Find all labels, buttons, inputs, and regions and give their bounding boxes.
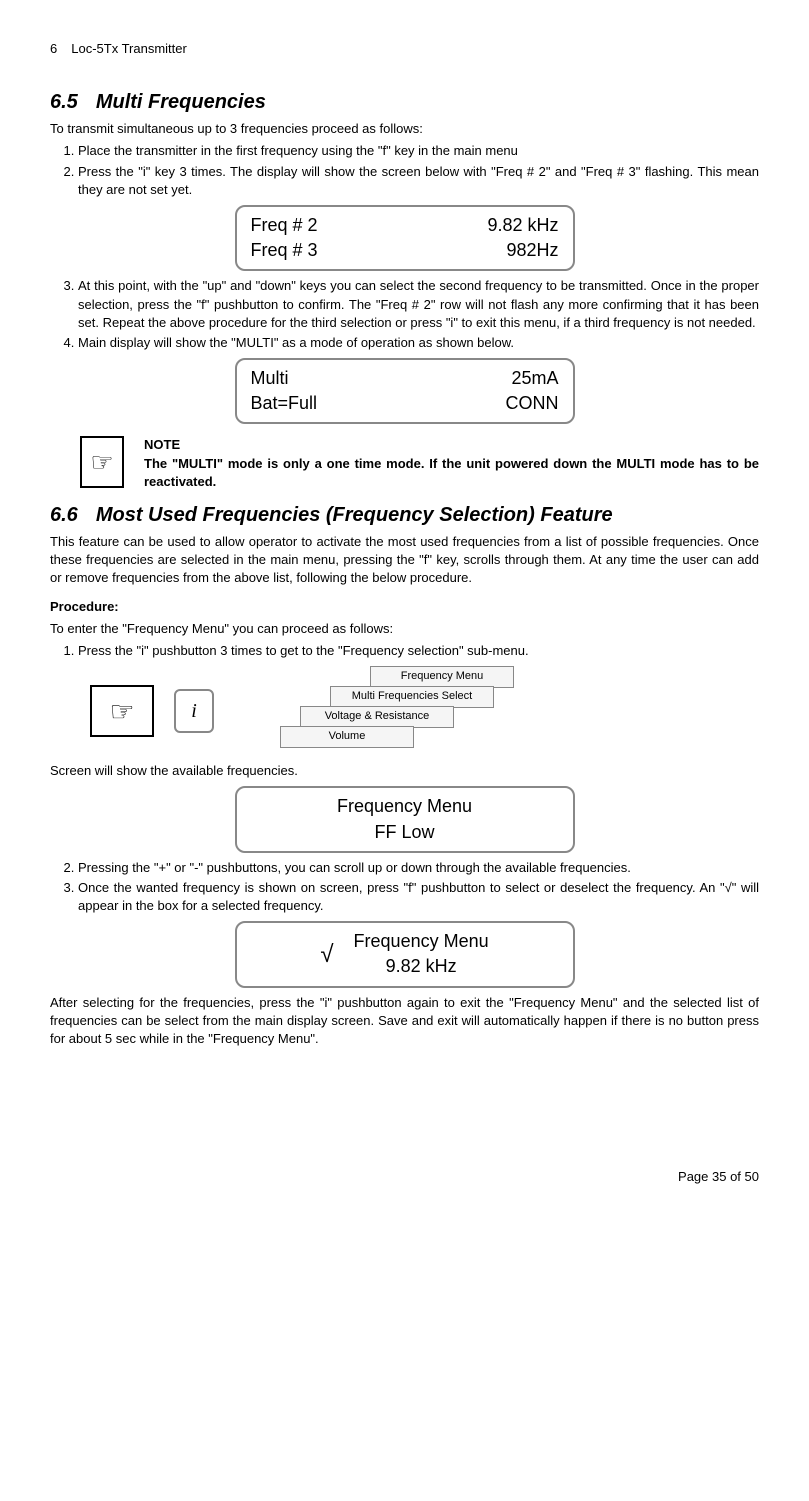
- list-item: Press the "i" pushbutton 3 times to get …: [78, 642, 759, 660]
- section-6-5-heading: 6.5 Multi Frequencies: [50, 88, 759, 116]
- after-menu-text: Screen will show the available frequenci…: [50, 762, 759, 780]
- lcd-text: Freq # 2: [251, 213, 318, 238]
- lcd-text: 25mA: [511, 366, 558, 391]
- list-item: Main display will show the "MULTI" as a …: [78, 334, 759, 352]
- procedure-list-2: Press the "i" pushbutton 3 times to get …: [50, 642, 759, 660]
- lcd-text: FF Low: [251, 820, 559, 845]
- section-6-6-heading: 6.6 Most Used Frequencies (Frequency Sele…: [50, 501, 759, 529]
- page-footer: Page 35 of 50: [50, 1168, 759, 1186]
- chapter-number: 6: [50, 40, 57, 58]
- section-para: This feature can be used to allow operat…: [50, 533, 759, 588]
- procedure-list-2b: Pressing the "+" or "-" pushbuttons, you…: [50, 859, 759, 916]
- outro-para: After selecting for the frequencies, pre…: [50, 994, 759, 1049]
- lcd-display-freq: Freq # 2 9.82 kHz Freq # 3 982Hz: [235, 205, 575, 271]
- lcd-display-selected: √ Frequency Menu 9.82 kHz: [235, 921, 575, 987]
- lcd-text: Frequency Menu: [354, 929, 489, 954]
- page-header: 6 Loc-5Tx Transmitter: [50, 40, 759, 58]
- chapter-title: Loc-5Tx Transmitter: [71, 40, 759, 58]
- procedure-label: Procedure:: [50, 598, 759, 616]
- note-block: ☞ NOTE The "MULTI" mode is only a one ti…: [80, 436, 759, 491]
- lcd-text: Frequency Menu: [251, 794, 559, 819]
- lcd-text: Bat=Full: [251, 391, 318, 416]
- section-number: 6.5: [50, 91, 78, 113]
- menu-item: Volume: [280, 726, 414, 747]
- section-title: Multi Frequencies: [96, 91, 266, 113]
- note-title: NOTE: [144, 436, 759, 454]
- hand-point-icon: ☞: [80, 436, 124, 488]
- lcd-display-freqmenu: Frequency Menu FF Low: [235, 786, 575, 852]
- menu-stack: Frequency Menu Multi Frequencies Select …: [234, 666, 514, 756]
- i-key-icon: i: [174, 689, 214, 733]
- section-number: 6.6: [50, 504, 78, 526]
- lcd-text: CONN: [506, 391, 559, 416]
- lcd-text: 9.82 kHz: [354, 954, 489, 979]
- menu-item: Frequency Menu: [370, 666, 514, 687]
- list-item: Press the "i" key 3 times. The display w…: [78, 163, 759, 199]
- lcd-display-multi: Multi 25mA Bat=Full CONN: [235, 358, 575, 424]
- note-body: The "MULTI" mode is only a one time mode…: [144, 455, 759, 491]
- list-item: Place the transmitter in the first frequ…: [78, 142, 759, 160]
- procedure-intro: To enter the "Frequency Menu" you can pr…: [50, 620, 759, 638]
- section-title: Most Used Frequencies (Frequency Selecti…: [96, 504, 613, 526]
- lcd-text: 9.82 kHz: [487, 213, 558, 238]
- procedure-list-1: Place the transmitter in the first frequ…: [50, 142, 759, 199]
- procedure-list-1b: At this point, with the "up" and "down" …: [50, 277, 759, 352]
- list-item: Pressing the "+" or "-" pushbuttons, you…: [78, 859, 759, 877]
- hand-point-icon: ☞: [90, 685, 154, 737]
- list-item: Once the wanted frequency is shown on sc…: [78, 879, 759, 915]
- list-item: At this point, with the "up" and "down" …: [78, 277, 759, 332]
- menu-item: Voltage & Resistance: [300, 706, 454, 727]
- check-icon: √: [320, 938, 333, 972]
- section-intro: To transmit simultaneous up to 3 frequen…: [50, 120, 759, 138]
- lcd-text: 982Hz: [506, 238, 558, 263]
- lcd-text: Freq # 3: [251, 238, 318, 263]
- menu-item: Multi Frequencies Select: [330, 686, 494, 707]
- lcd-text: Multi: [251, 366, 289, 391]
- menu-diagram: ☞ i Frequency Menu Multi Frequencies Sel…: [90, 666, 759, 756]
